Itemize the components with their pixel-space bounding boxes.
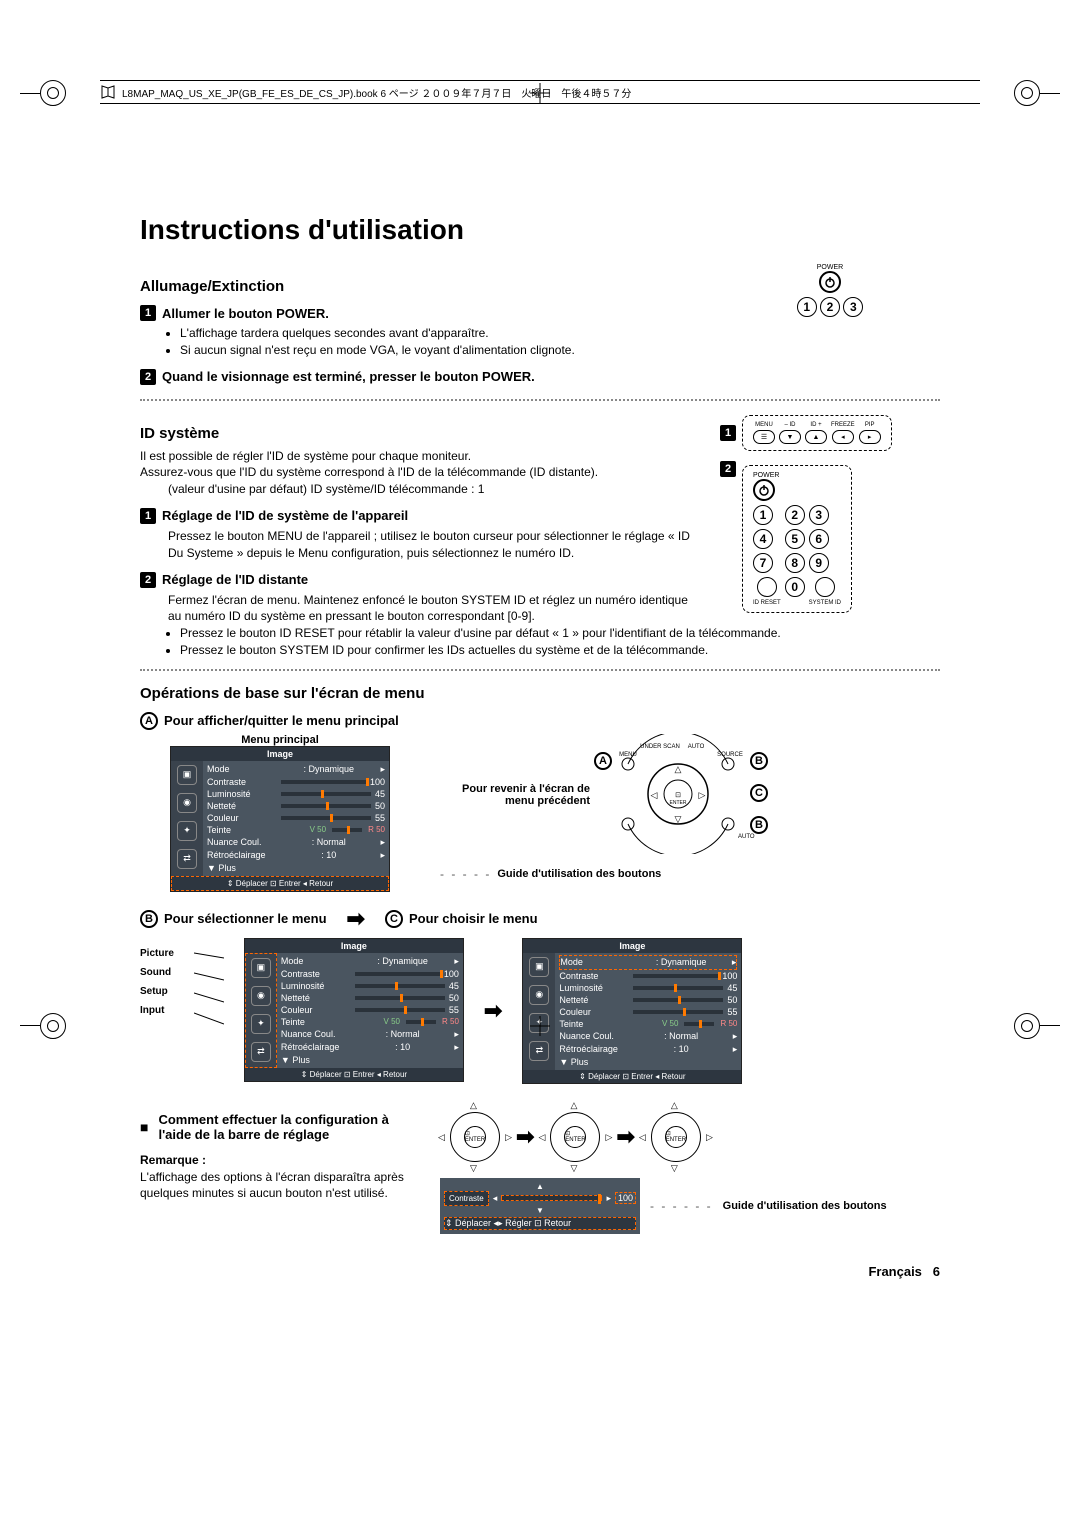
step-1-marker: 1 <box>140 305 156 321</box>
sub1-text: Pressez le bouton MENU de l'appareil ; u… <box>168 528 700 562</box>
svg-text:△: △ <box>675 764 682 774</box>
section-power-heading: Allumage/Extinction <box>140 278 700 295</box>
page-title: Instructions d'utilisation <box>140 214 940 246</box>
section-id-heading: ID système <box>140 425 700 442</box>
crop-circle <box>1014 80 1040 106</box>
guide-label: Guide d'utilisation des boutons <box>497 868 661 880</box>
power-icon <box>753 479 775 501</box>
svg-text:▷: ▷ <box>699 790 706 800</box>
sub1-heading: 1Réglage de l'ID de système de l'apparei… <box>140 508 700 524</box>
id-p1: Il est possible de régler l'ID de systèm… <box>140 448 700 465</box>
menu-tab-labels: Picture Sound Setup Input <box>140 938 174 1016</box>
step-A-heading: APour afficher/quitter le menu principal <box>140 712 940 730</box>
power-diagram: POWER 1 2 3 <box>720 264 940 317</box>
enter-pad-3: ⊡ENTER △ ▽ ◁ ▷ <box>641 1102 711 1172</box>
setup-icon: ✦ <box>177 821 197 841</box>
picture-icon: ▣ <box>177 765 197 785</box>
crop-plus <box>530 1016 550 1036</box>
nav-pad-diagram: ⊡ ENTER △ ▽ ◁ ▷ MENU UNDER SCAN AUTO SOU… <box>598 734 758 857</box>
id-minus-icon: ▼ <box>779 430 801 444</box>
svg-text:AUTO: AUTO <box>738 834 755 840</box>
svg-text:MENU: MENU <box>619 752 637 758</box>
step-2-marker: 2 <box>140 369 156 385</box>
svg-text:ENTER: ENTER <box>670 800 687 806</box>
page-footer: Français 6 <box>140 1264 940 1279</box>
menu-panel-main: Image ▣ ◉ ✦ ⇄ Mode: Dynamique▸ Contraste… <box>170 746 390 892</box>
step1-heading: 1Allumer le bouton POWER. <box>140 305 700 321</box>
input-icon: ⇄ <box>177 849 197 869</box>
step1-bullet2: Si aucun signal n'est reçu en mode VGA, … <box>180 342 700 359</box>
arrow-right-icon: ➡ <box>516 1124 534 1150</box>
guide-label-2: Guide d'utilisation des boutons <box>723 1200 887 1212</box>
svg-text:AUTO: AUTO <box>688 744 705 750</box>
sub2-bullet2: Pressez le bouton SYSTEM ID pour confirm… <box>180 642 940 659</box>
crop-marks-bottom <box>0 1013 1080 1039</box>
menu-panel-choose: Image ▣◉✦⇄ Mode: Dynamique▸ Contraste100… <box>522 938 742 1084</box>
contrast-bar: ▲ Contraste ◂ ▸ 100 ▼ ⇕ Déplacer ◂▸ Régl… <box>440 1178 640 1234</box>
remark-heading: Remarque : <box>140 1152 420 1169</box>
id-p3: (valeur d'usine par défaut) ID système/I… <box>168 481 700 498</box>
id-p2: Assurez-vous que l'ID du système corresp… <box>140 464 700 481</box>
separator <box>140 669 940 671</box>
menu-panel-select: Image ▣◉✦⇄ Mode: Dynamique▸ Contraste100… <box>244 938 464 1082</box>
sub2-bullet1: Pressez le bouton ID RESET pour rétablir… <box>180 625 940 642</box>
sub2-text: Fermez l'écran de menu. Maintenez enfonc… <box>168 592 700 626</box>
menu-principal-label: Menu principal <box>140 734 420 746</box>
crop-plus <box>530 83 550 103</box>
remote-diagram: 1 MENU☰ – ID▼ ID +▲ FREEZE◂ PIP▸ 2 POWER <box>720 411 940 618</box>
separator <box>140 399 940 401</box>
menu-button-icon: ☰ <box>753 430 775 444</box>
step-C-heading: CPour choisir le menu <box>385 910 538 928</box>
arrow-right-icon: ➡ <box>347 906 365 932</box>
power-icon <box>819 271 841 293</box>
svg-text:UNDER SCAN: UNDER SCAN <box>640 744 680 750</box>
step2-heading: 2Quand le visionnage est terminé, presse… <box>140 369 700 385</box>
sound-icon: ◉ <box>177 793 197 813</box>
config-heading: ■Comment effectuer la configuration à l'… <box>140 1112 420 1142</box>
remark-text: L'affichage des options à l'écran dispar… <box>140 1169 420 1203</box>
pip-icon: ▸ <box>859 430 881 444</box>
sub2-heading: 2Réglage de l'ID distante <box>140 572 700 588</box>
svg-text:◁: ◁ <box>651 790 658 800</box>
dotted-leader: - - - - - <box>440 867 491 881</box>
freeze-icon: ◂ <box>832 430 854 444</box>
svg-text:▽: ▽ <box>675 814 682 824</box>
arrow-right-icon: ➡ <box>616 1124 634 1150</box>
enter-pad-2: ⊡ENTER △ ▽ ◁ ▷ <box>540 1102 610 1172</box>
return-label: Pour revenir à l'écran de menu précédent <box>440 783 590 807</box>
step-B-heading: BPour sélectionner le menu <box>140 910 327 928</box>
crop-circle <box>40 80 66 106</box>
svg-text:⊡: ⊡ <box>675 792 681 799</box>
svg-text:SOURCE: SOURCE <box>717 752 743 758</box>
section-menu-heading: Opérations de base sur l'écran de menu <box>140 685 940 702</box>
id-plus-icon: ▲ <box>805 430 827 444</box>
step1-bullet1: L'affichage tardera quelques secondes av… <box>180 325 700 342</box>
enter-pad-1: ⊡ENTER △ ▽ ◁ ▷ <box>440 1102 510 1172</box>
crop-marks-top <box>0 80 1080 106</box>
